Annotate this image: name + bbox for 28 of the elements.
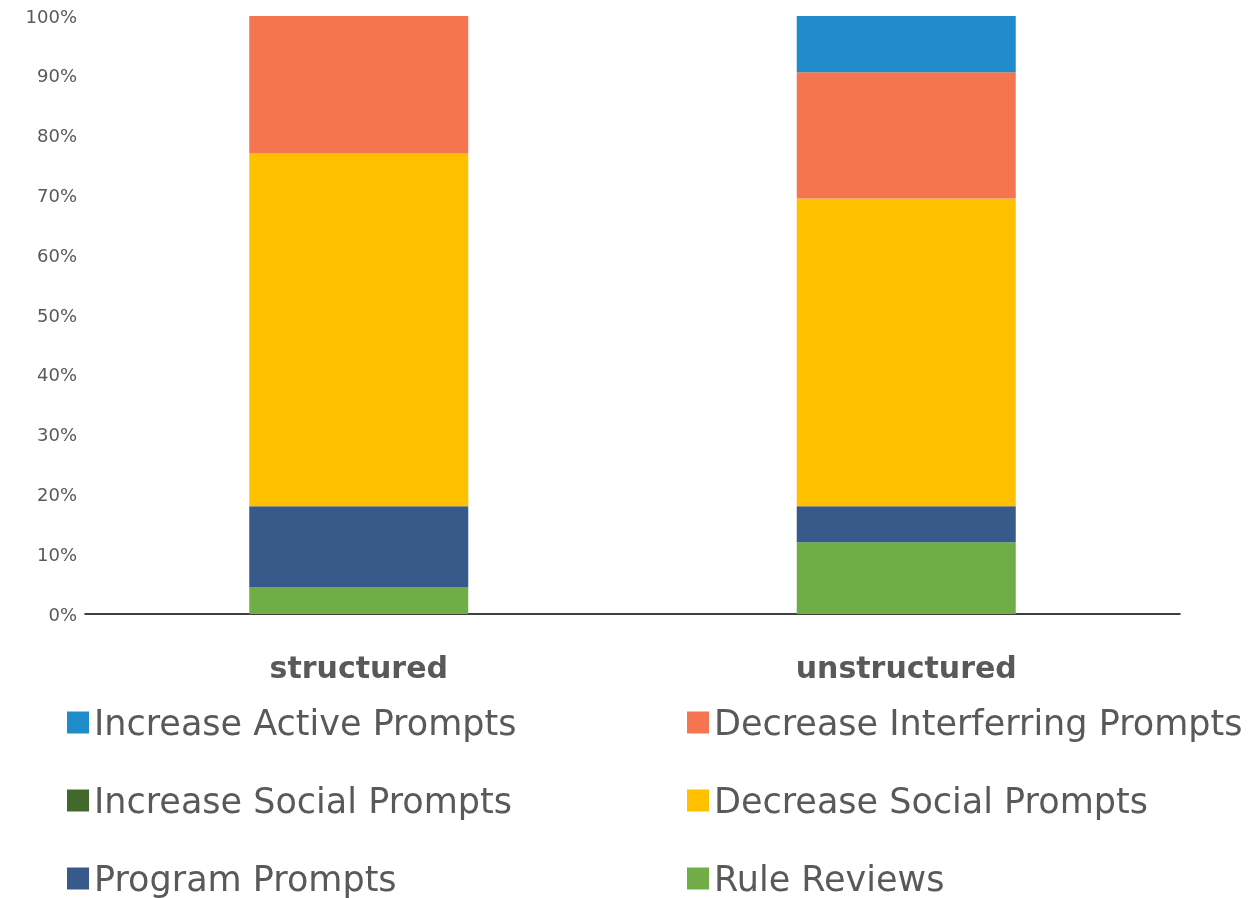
bar [249,506,469,588]
legend-label: Decrease Social Prompts [714,780,1148,821]
bar [796,542,1016,614]
y-tick-label: 60% [36,244,77,266]
legend-label: Increase Active Prompts [94,702,517,743]
legend-label: Increase Social Prompts [94,780,512,821]
y-tick-label: 0% [48,603,77,625]
x-tick-label: unstructured [795,649,1017,685]
bar [796,198,1016,507]
y-tick-label: 10% [36,543,77,565]
bar [796,72,1016,199]
y-tick-label: 20% [36,483,77,505]
legend-label: Rule Reviews [714,858,945,898]
legend-label: Decrease Interferring Prompts [714,702,1243,743]
bar [796,16,1016,73]
y-tick-label: 80% [36,125,77,147]
y-tick-label: 30% [36,424,77,446]
bar [249,587,469,614]
y-tick-label: 50% [36,304,77,326]
y-tick-label: 70% [36,184,77,206]
y-tick-label: 100% [25,5,77,27]
x-tick-label: structured [269,649,448,685]
legend-label: Program Prompts [94,858,397,898]
bar [796,506,1016,543]
y-tick-label: 90% [36,65,77,87]
bar [249,153,469,507]
y-tick-label: 40% [36,364,77,386]
bar [249,16,469,154]
